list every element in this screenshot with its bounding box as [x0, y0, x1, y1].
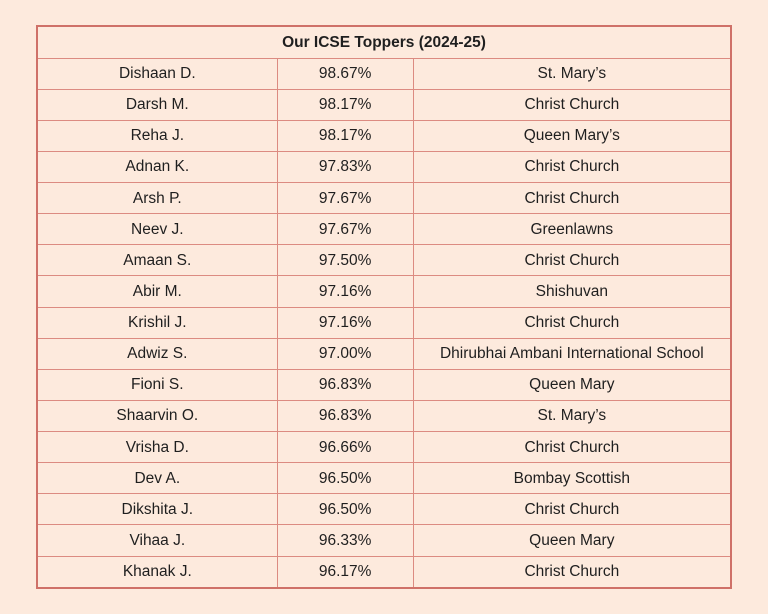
percentage-cell: 96.33% — [276, 524, 414, 557]
percentage-cell: 96.50% — [276, 462, 414, 495]
table-row: Amaan S. 97.50% Christ Church — [36, 244, 732, 277]
percentage-cell: 96.17% — [276, 555, 414, 589]
percentage-cell: 96.66% — [276, 430, 414, 464]
toppers-table: Our ICSE Toppers (2024-25) Dishaan D. 98.… — [36, 25, 732, 589]
table-row: Neev J. 97.67% Greenlawns — [36, 213, 732, 246]
student-name-cell: Abir M. — [36, 275, 278, 308]
school-cell: St. Mary’s — [412, 399, 732, 433]
school-cell: Christ Church — [412, 430, 732, 464]
table-row: Dikshita J. 96.50% Christ Church — [36, 493, 732, 526]
table-row: Adnan K. 97.83% Christ Church — [36, 150, 732, 184]
school-cell: Greenlawns — [412, 213, 732, 246]
percentage-cell: 98.17% — [276, 88, 414, 121]
student-name-cell: Krishil J. — [36, 306, 278, 339]
school-cell: Queen Mary — [412, 524, 732, 557]
table-row: Darsh M. 98.17% Christ Church — [36, 88, 732, 121]
school-cell: Christ Church — [412, 555, 732, 589]
table-row: Arsh P. 97.67% Christ Church — [36, 181, 732, 215]
student-name-cell: Dev A. — [36, 462, 278, 495]
school-cell: Queen Mary — [412, 368, 732, 401]
table-row: Vihaa J. 96.33% Queen Mary — [36, 524, 732, 557]
school-cell: Christ Church — [412, 244, 732, 277]
student-name-cell: Vrisha D. — [36, 430, 278, 464]
table-row: Dev A. 96.50% Bombay Scottish — [36, 462, 732, 495]
table-header: Our ICSE Toppers (2024-25) — [36, 25, 732, 59]
student-name-cell: Amaan S. — [36, 244, 278, 277]
school-cell: St. Mary’s — [412, 57, 732, 90]
percentage-cell: 96.50% — [276, 493, 414, 526]
student-name-cell: Darsh M. — [36, 88, 278, 121]
school-cell: Queen Mary’s — [412, 119, 732, 152]
student-name-cell: Adwiz S. — [36, 337, 278, 370]
school-cell: Christ Church — [412, 150, 732, 184]
percentage-cell: 96.83% — [276, 399, 414, 433]
percentage-cell: 97.00% — [276, 337, 414, 370]
percentage-cell: 97.16% — [276, 306, 414, 339]
student-name-cell: Arsh P. — [36, 181, 278, 215]
percentage-cell: 97.16% — [276, 275, 414, 308]
table-row: Vrisha D. 96.66% Christ Church — [36, 430, 732, 464]
school-cell: Christ Church — [412, 181, 732, 215]
title-row: Our ICSE Toppers (2024-25) — [36, 25, 732, 59]
student-name-cell: Dikshita J. — [36, 493, 278, 526]
school-cell: Bombay Scottish — [412, 462, 732, 495]
student-name-cell: Khanak J. — [36, 555, 278, 589]
percentage-cell: 98.67% — [276, 57, 414, 90]
percentage-cell: 98.17% — [276, 119, 414, 152]
table-row: Khanak J. 96.17% Christ Church — [36, 555, 732, 589]
school-cell: Christ Church — [412, 493, 732, 526]
table-row: Dishaan D. 98.67% St. Mary’s — [36, 57, 732, 90]
school-cell: Christ Church — [412, 306, 732, 339]
percentage-cell: 97.50% — [276, 244, 414, 277]
student-name-cell: Reha J. — [36, 119, 278, 152]
table-row: Adwiz S. 97.00% Dhirubhai Ambani Internati… — [36, 337, 732, 370]
student-name-cell: Adnan K. — [36, 150, 278, 184]
school-cell: Dhirubhai Ambani International School — [412, 337, 732, 370]
percentage-cell: 97.83% — [276, 150, 414, 184]
table-row: Krishil J. 97.16% Christ Church — [36, 306, 732, 339]
student-name-cell: Shaarvin O. — [36, 399, 278, 433]
school-cell: Christ Church — [412, 88, 732, 121]
student-name-cell: Fioni S. — [36, 368, 278, 401]
table-body: Dishaan D. 98.67% St. Mary’s Darsh M. 98.17%… — [36, 57, 732, 589]
student-name-cell: Dishaan D. — [36, 57, 278, 90]
percentage-cell: 96.83% — [276, 368, 414, 401]
table-row: Fioni S. 96.83% Queen Mary — [36, 368, 732, 401]
school-cell: Shishuvan — [412, 275, 732, 308]
table-title: Our ICSE Toppers (2024-25) — [36, 25, 732, 59]
percentage-cell: 97.67% — [276, 213, 414, 246]
student-name-cell: Neev J. — [36, 213, 278, 246]
student-name-cell: Vihaa J. — [36, 524, 278, 557]
table-row: Reha J. 98.17% Queen Mary’s — [36, 119, 732, 152]
percentage-cell: 97.67% — [276, 181, 414, 215]
table-row: Abir M. 97.16% Shishuvan — [36, 275, 732, 308]
table-row: Shaarvin O. 96.83% St. Mary’s — [36, 399, 732, 433]
